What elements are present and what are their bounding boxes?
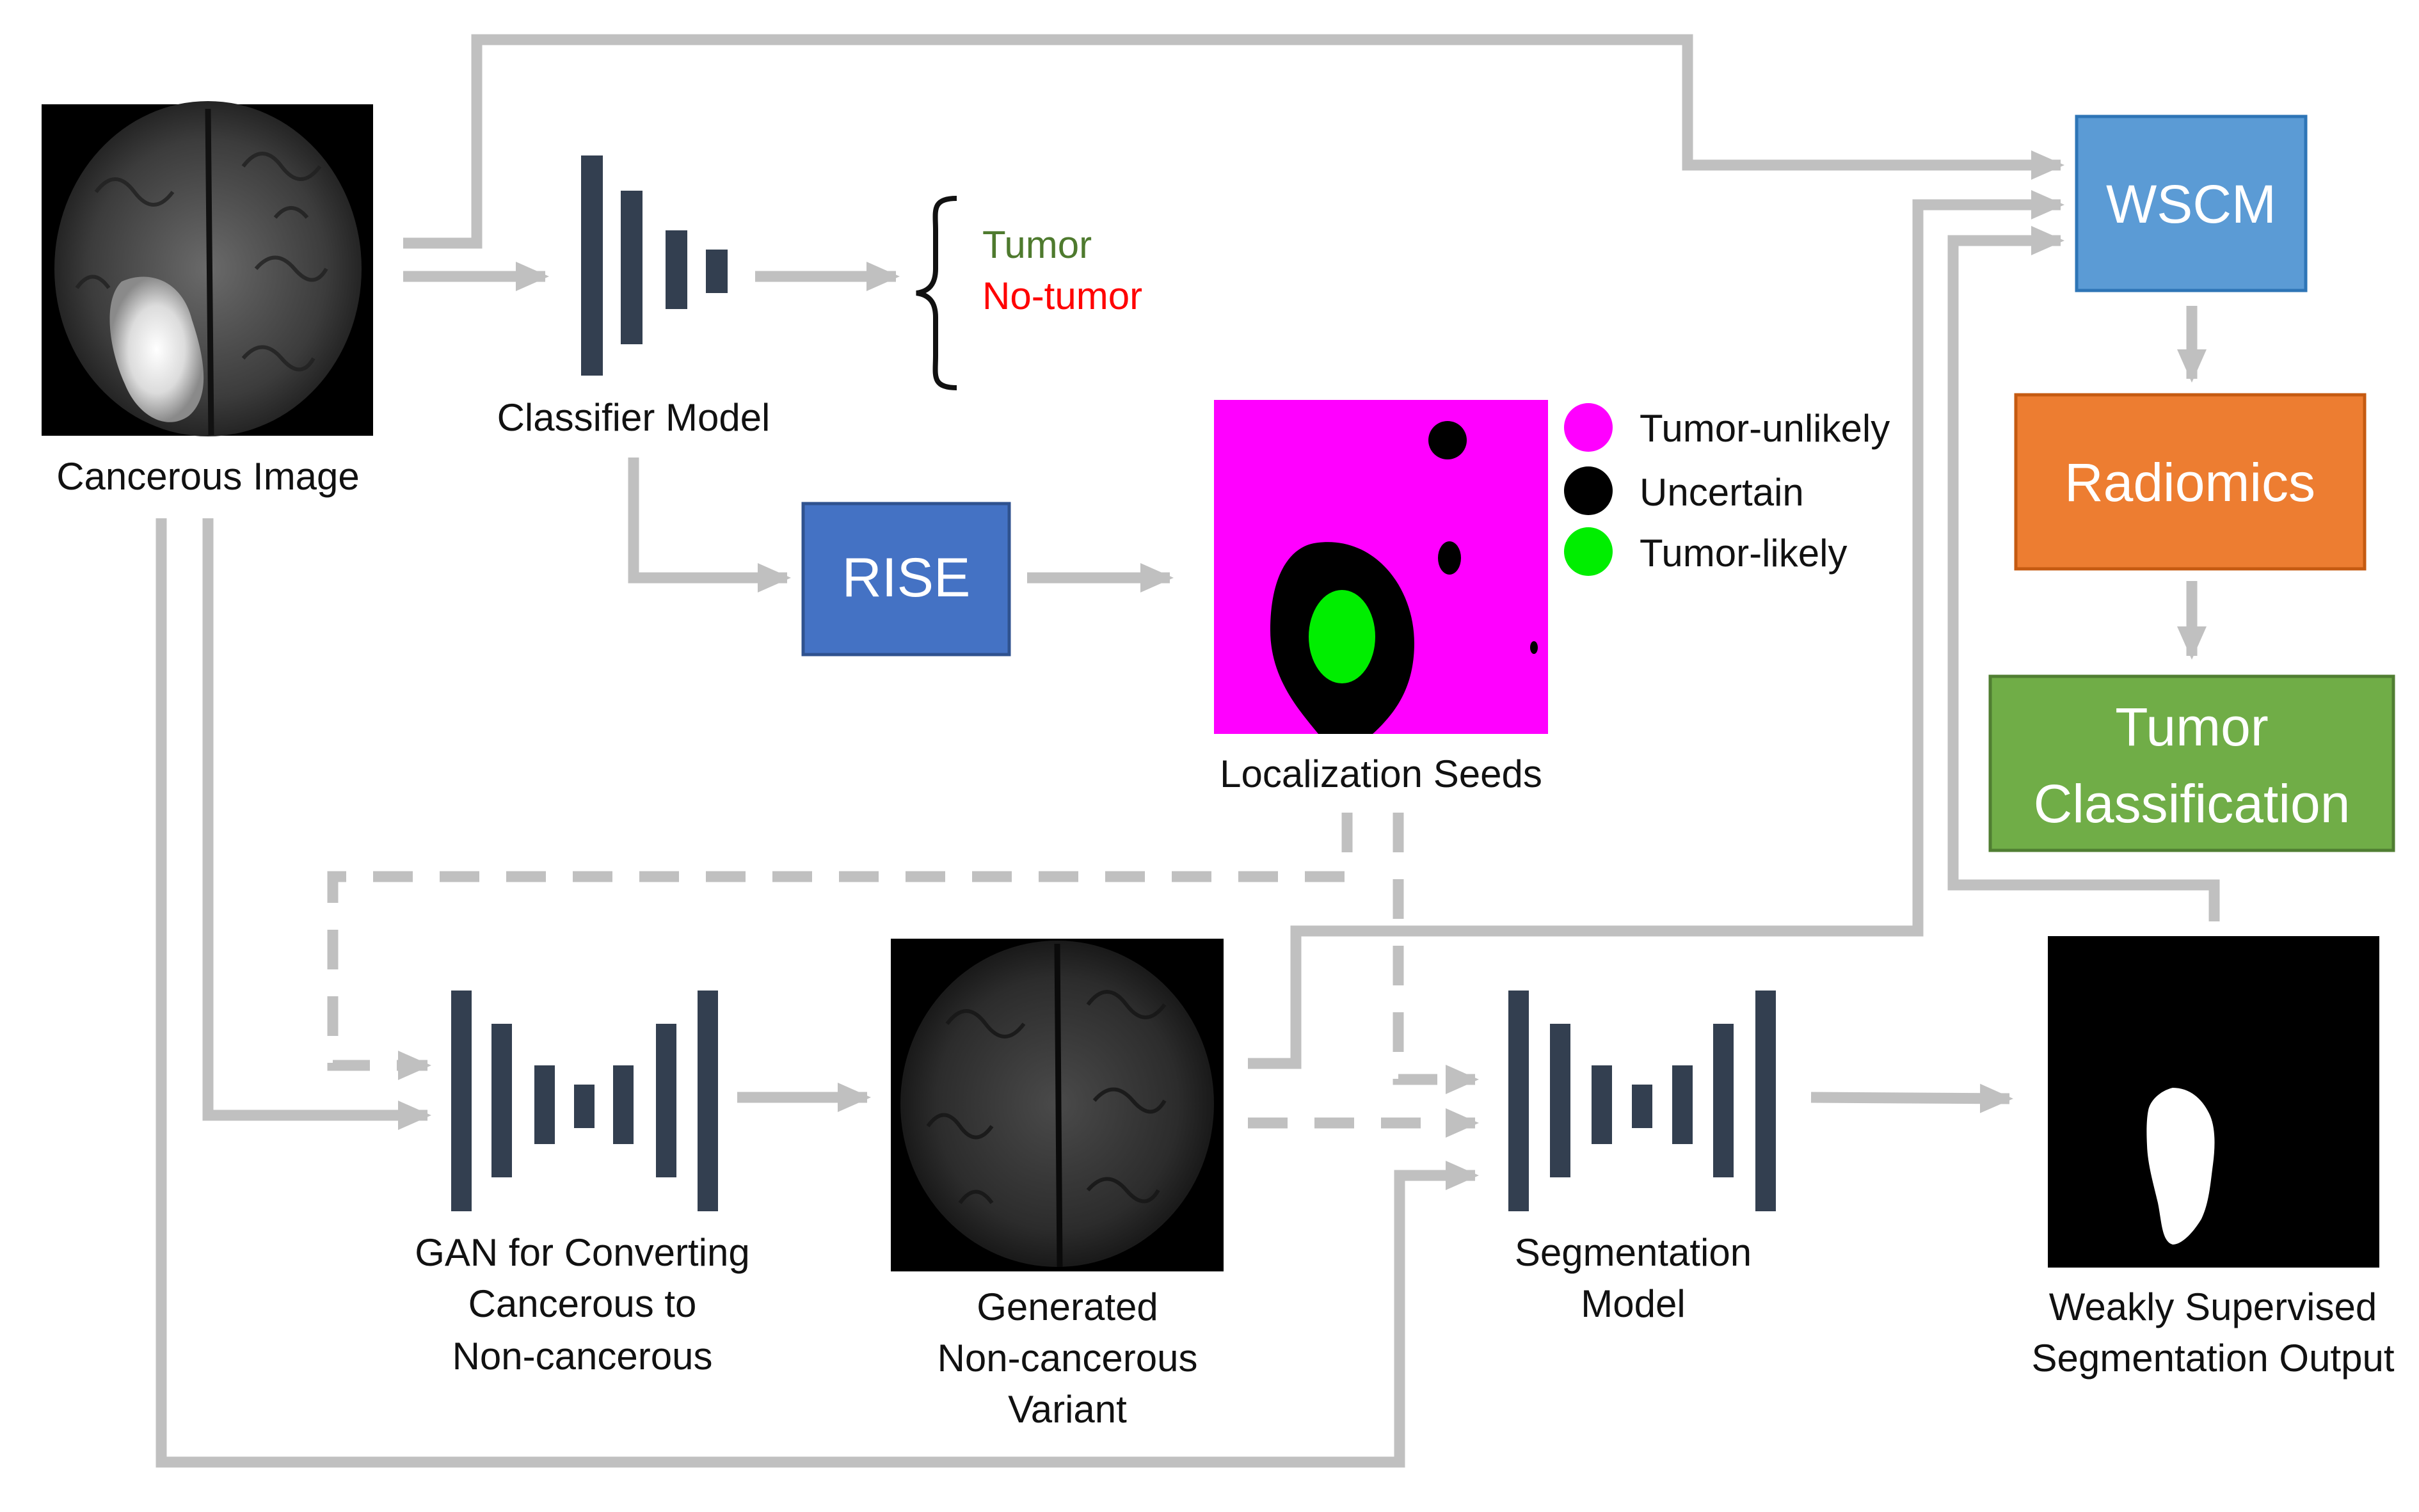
localization-seeds-label: Localization Seeds — [1220, 752, 1542, 795]
output-label-line1: Weakly Supervised — [2049, 1285, 2377, 1328]
connector-lines — [156, 34, 2220, 1468]
tumor-classification-box — [1988, 674, 2395, 852]
generated-image — [891, 939, 1224, 1271]
arrow-segmentation-to-output — [1810, 1083, 2013, 1113]
gan-label-line3: Non-cancerous — [452, 1335, 713, 1378]
cancerous-image-label: Cancerous Image — [56, 455, 360, 498]
wscm-box — [2075, 115, 2308, 292]
brace-icon — [916, 196, 957, 390]
classifier-network — [581, 155, 728, 376]
arrow-output-to-wscm — [1947, 226, 2220, 921]
legend-swatch-uncertain — [1564, 466, 1613, 515]
no-tumor-output-label: No-tumor — [982, 275, 1142, 317]
legend-swatch-tumor-likely — [1564, 527, 1613, 576]
legend-swatch-tumor-unlikely — [1564, 403, 1613, 452]
segmentation-output-mask — [2048, 936, 2379, 1268]
legend-label-uncertain: Uncertain — [1640, 471, 1804, 514]
gan-network — [451, 991, 718, 1211]
tumor-classification-label-line1: Tumor — [2115, 697, 2269, 757]
gan-label-line1: GAN for Converting — [415, 1231, 750, 1274]
tumor-classification-label-line2: Classification — [2034, 774, 2351, 834]
tumor-output-label: Tumor — [982, 223, 1092, 266]
wscm-label: WSCM — [2106, 174, 2276, 234]
arrow-image-to-gan — [202, 518, 431, 1130]
seed-legend: Tumor-unlikely Uncertain Tumor-likely — [1564, 403, 1890, 576]
localization-seeds-map — [1214, 400, 1548, 734]
generated-label-line3: Variant — [1008, 1388, 1127, 1431]
radiomics-label: Radiomics — [2064, 452, 2315, 513]
rise-box — [801, 502, 1011, 657]
rise-label: RISE — [842, 547, 971, 609]
segmentation-label-line2: Model — [1581, 1282, 1685, 1325]
legend-label-tumor-unlikely: Tumor-unlikely — [1640, 407, 1890, 450]
arrow-generated-to-wscm — [1248, 190, 2064, 1069]
dashed-seeds-to-segmentation — [1393, 813, 1479, 1094]
gan-label-line2: Cancerous to — [468, 1282, 697, 1325]
radiomics-box — [2014, 393, 2367, 571]
dashed-connectors — [327, 813, 1479, 1138]
generated-label-line2: Non-cancerous — [938, 1337, 1198, 1380]
output-label-line2: Segmentation Output — [2031, 1337, 2394, 1380]
arrow-classifier-to-rise — [628, 458, 791, 593]
classifier-model-label: Classifier Model — [497, 396, 770, 439]
cancerous-image — [42, 101, 373, 436]
legend-label-tumor-likely: Tumor-likely — [1640, 532, 1847, 575]
dashed-seeds-to-gan — [327, 813, 1353, 1080]
segmentation-label-line1: Segmentation — [1515, 1231, 1752, 1274]
arrow-image-to-wscm — [403, 34, 2064, 249]
segmentation-network — [1508, 991, 1776, 1211]
generated-label-line1: Generated — [977, 1285, 1158, 1328]
arrow-image-to-segmentation — [156, 518, 1479, 1468]
